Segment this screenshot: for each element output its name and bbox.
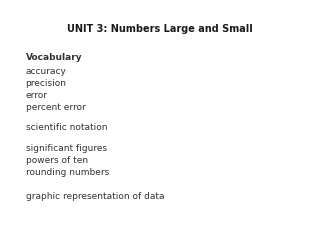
Text: error: error: [26, 91, 48, 101]
Text: precision: precision: [26, 79, 67, 89]
Text: accuracy: accuracy: [26, 67, 67, 77]
Text: scientific notation: scientific notation: [26, 123, 107, 132]
Text: rounding numbers: rounding numbers: [26, 168, 109, 177]
Text: graphic representation of data: graphic representation of data: [26, 192, 164, 201]
Text: significant figures: significant figures: [26, 144, 107, 153]
Text: Vocabulary: Vocabulary: [26, 53, 82, 62]
Text: powers of ten: powers of ten: [26, 156, 88, 165]
Text: percent error: percent error: [26, 103, 85, 113]
Text: UNIT 3: Numbers Large and Small: UNIT 3: Numbers Large and Small: [67, 24, 253, 34]
